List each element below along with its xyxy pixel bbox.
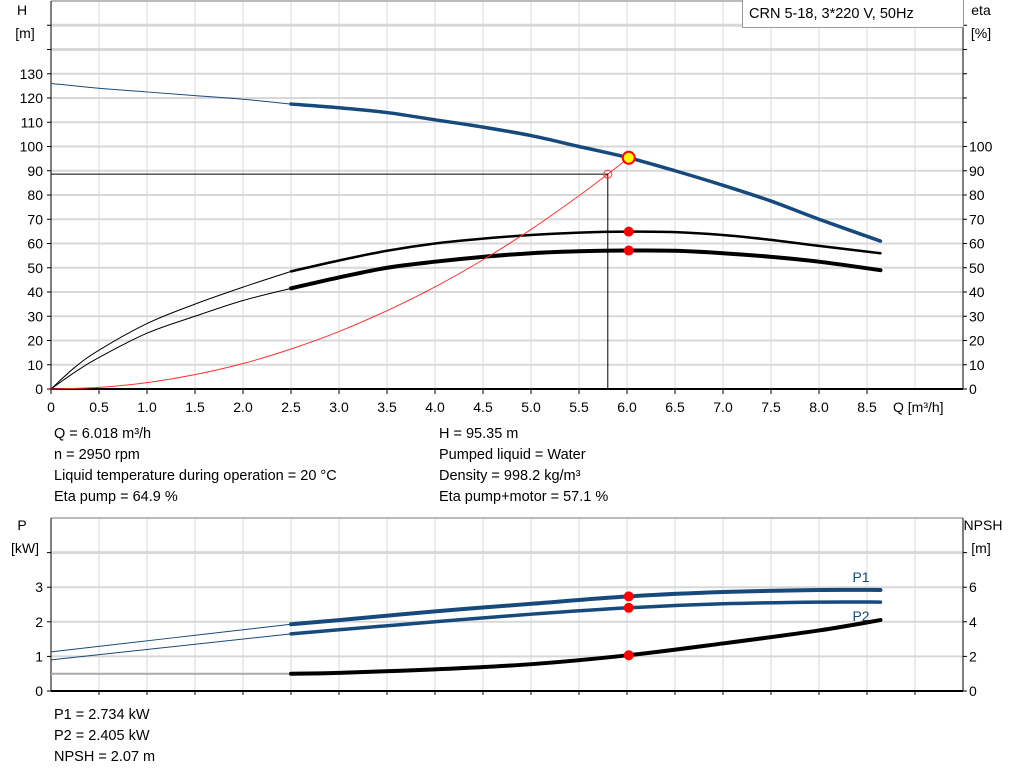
p-series-P2: [289, 600, 883, 636]
h-y-tick-label-right: 80: [969, 187, 985, 203]
h-x-tick-label: 6.0: [617, 399, 637, 415]
h-y-tick-label-left: 40: [27, 284, 43, 300]
h-y-tick-label-left: 100: [20, 139, 44, 155]
npsh-operating-point: [623, 650, 634, 661]
h-x-tick-label: 5.0: [521, 399, 541, 415]
duty-info-left: Q = 6.018 m³/h n = 2950 rpm Liquid tempe…: [54, 424, 337, 508]
p-series-NPSH: [289, 618, 883, 676]
eta-pump-motor-operating-point: [623, 245, 634, 256]
h-y-tick-label-right: 20: [969, 333, 985, 349]
p-y-tick-label-left: 3: [35, 579, 43, 595]
h-y-tick-label-right: 0: [969, 381, 977, 397]
h-y-tick-label-right: 70: [969, 211, 985, 227]
h-y-axis-unit-right: [%]: [971, 25, 991, 41]
h-x-tick-label: 6.5: [665, 399, 685, 415]
h-y-tick-label-left: 30: [27, 308, 43, 324]
h-x-tick-label: 2.5: [281, 399, 301, 415]
h-x-tick-label: 1.0: [137, 399, 157, 415]
p1-operating-point: [623, 591, 634, 602]
duty-info-right: H = 95.35 m Pumped liquid = Water Densit…: [439, 424, 608, 508]
p-series-P1-extrapolated: [50, 623, 292, 653]
p2-operating-point: [623, 602, 634, 613]
p-y-tick-label-right: 4: [969, 614, 977, 630]
h-y-tick-label-left: 0: [35, 381, 43, 397]
p-y-axis-unit-right: [m]: [971, 540, 990, 556]
info-density: Density = 998.2 kg/m³: [439, 468, 581, 484]
head-operating-point: [621, 150, 636, 165]
p-series-P2-extrapolated: [50, 633, 292, 661]
h-y-tick-label-left: 110: [21, 114, 44, 130]
p-y-axis-label-left: P: [17, 517, 26, 533]
h-y-axis-label-right: eta: [971, 2, 991, 18]
h-y-tick-label-right: 100: [969, 139, 993, 155]
h-series-H: [289, 102, 883, 243]
p-y-axis-unit-left: [kW]: [11, 540, 39, 556]
h-y-tick-label-left: 10: [27, 357, 43, 373]
h-y-tick-label-left: 20: [27, 333, 43, 349]
p-series-label-P2: P2: [852, 608, 869, 624]
h-x-tick-label: 0: [47, 399, 55, 415]
chart-title: CRN 5-18, 3*220 V, 50Hz: [742, 0, 964, 28]
h-series-eta-pump-extrapolated: [50, 270, 292, 390]
h-x-tick-label: 1.5: [185, 399, 205, 415]
info-liquid: Pumped liquid = Water: [439, 447, 586, 463]
eta-pump-operating-point: [623, 226, 634, 237]
info-head: H = 95.35 m: [439, 426, 519, 442]
h-series-eta-pump: [289, 230, 882, 273]
info-eta-pump-motor: Eta pump+motor = 57.1 %: [439, 489, 609, 505]
info-speed: n = 2950 rpm: [54, 447, 140, 463]
h-y-tick-label-right: 10: [969, 357, 985, 373]
h-series-eta-pump-motor: [289, 248, 883, 291]
p-y-tick-label-right: 0: [969, 683, 977, 699]
h-y-tick-label-right: 60: [969, 236, 985, 252]
p-y-axis-label-right: NPSH: [964, 517, 1003, 533]
h-x-tick-label: 5.5: [569, 399, 589, 415]
h-y-axis-label-left: H: [17, 2, 27, 18]
h-x-tick-label: 4.0: [425, 399, 445, 415]
h-x-axis-label: Q [m³/h]: [893, 399, 944, 415]
p-y-tick-label-left: 0: [35, 683, 43, 699]
info-p2: P2 = 2.405 kW: [54, 728, 150, 744]
info-eta-pump: Eta pump = 64.9 %: [54, 489, 178, 505]
h-y-tick-label-right: 30: [969, 308, 985, 324]
h-y-axis-unit-left: [m]: [15, 25, 34, 41]
h-x-tick-label: 8.0: [809, 399, 829, 415]
info-p1: P1 = 2.734 kW: [54, 707, 150, 723]
p-y-tick-label-right: 2: [969, 648, 977, 664]
power-info: P1 = 2.734 kW P2 = 2.405 kW NPSH = 2.07 …: [54, 705, 155, 768]
h-y-tick-label-right: 90: [969, 163, 985, 179]
h-x-tick-label: 2.0: [233, 399, 253, 415]
h-y-tick-label-left: 90: [27, 163, 43, 179]
h-series-system-curve: [50, 157, 630, 390]
h-y-tick-label-left: 70: [27, 211, 43, 227]
info-npsh: NPSH = 2.07 m: [54, 749, 156, 765]
h-y-tick-label-left: 120: [20, 90, 44, 106]
h-y-tick-label-left: 80: [27, 187, 43, 203]
h-x-tick-label: 0.5: [89, 399, 109, 415]
h-x-tick-label: 8.5: [857, 399, 877, 415]
h-x-tick-label: 7.5: [761, 399, 781, 415]
h-x-tick-label: 3.5: [377, 399, 397, 415]
h-y-tick-label-left: 50: [27, 260, 43, 276]
p-y-tick-label-right: 6: [969, 579, 977, 595]
h-y-tick-label-left: 60: [27, 236, 43, 252]
h-y-tick-label-right: 40: [969, 284, 985, 300]
h-series-H-extrapolated: [50, 82, 292, 105]
h-y-tick-label-right: 50: [969, 260, 985, 276]
p-y-tick-label-left: 1: [35, 648, 43, 664]
h-reference-point: [603, 169, 613, 179]
p-series-P1: [289, 587, 883, 627]
info-flow: Q = 6.018 m³/h: [54, 426, 152, 442]
h-series-eta-pump-motor-extrapolated: [50, 287, 292, 390]
info-temperature: Liquid temperature during operation = 20…: [54, 468, 337, 484]
p-series-label-P1: P1: [852, 569, 869, 585]
h-x-tick-label: 3.0: [329, 399, 349, 415]
h-x-tick-label: 4.5: [473, 399, 493, 415]
h-x-tick-label: 7.0: [713, 399, 733, 415]
h-y-tick-label-left: 130: [20, 66, 44, 82]
p-y-tick-label-left: 2: [35, 614, 43, 630]
